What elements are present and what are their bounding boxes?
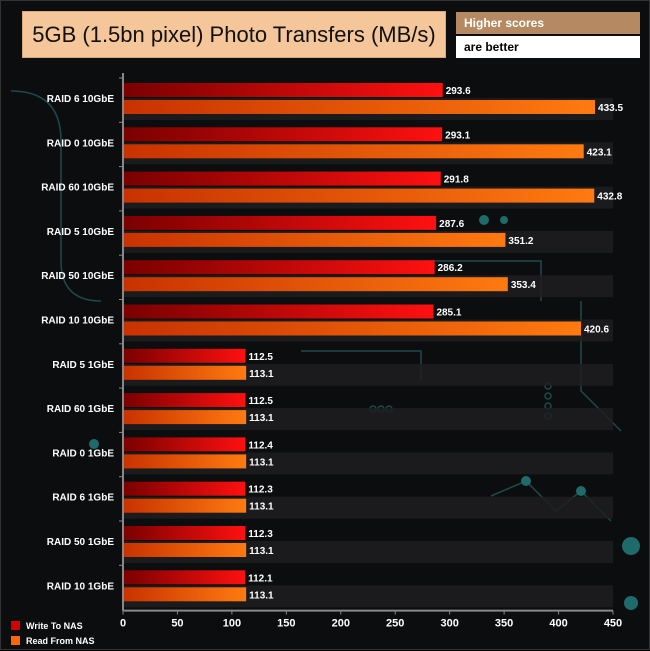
bar-read-raid-6-1gbe	[123, 498, 247, 513]
category-label-raid-5-1gbe: RAID 5 1GbE	[52, 360, 114, 371]
bar-read-raid-50-10gbe	[123, 277, 508, 292]
x-tick-label-200: 200	[332, 618, 350, 630]
bar-write-raid-6-10gbe	[123, 83, 443, 97]
x-tick-label-400: 400	[549, 618, 567, 630]
note-are-better: are better	[456, 36, 640, 58]
bar-read-raid-6-10gbe	[123, 100, 596, 114]
category-label-raid-60-10gbe: RAID 60 10GbE	[41, 183, 114, 194]
x-tick-label-150: 150	[277, 618, 295, 630]
category-label-raid-5-10gbe: RAID 5 10GbE	[47, 227, 115, 238]
bar-write-raid-0-1gbe	[123, 437, 246, 452]
category-label-raid-50-10gbe: RAID 50 10GbE	[41, 271, 114, 282]
category-label-raid-0-1gbe: RAID 0 1GbE	[52, 448, 114, 459]
value-label-read-raid-50-1gbe: 113.1	[249, 546, 274, 557]
value-label-write-raid-50-1gbe: 112.3	[248, 529, 273, 540]
x-tick-label-450: 450	[604, 618, 622, 630]
value-label-read-raid-60-1gbe: 113.1	[249, 413, 274, 424]
value-label-write-raid-5-1gbe: 112.5	[249, 352, 274, 363]
bar-read-raid-0-1gbe	[123, 454, 247, 469]
legend-swatch-write	[11, 621, 20, 630]
bar-write-raid-60-1gbe	[123, 393, 246, 408]
bar-write-raid-60-10gbe	[123, 171, 441, 186]
chart-title: 5GB (1.5bn pixel) Photo Transfers (MB/s)	[32, 21, 436, 47]
x-tick-label-350: 350	[495, 618, 513, 630]
bar-write-raid-50-1gbe	[123, 526, 246, 540]
value-label-write-raid-6-10gbe: 293.6	[446, 86, 471, 97]
value-label-write-raid-10-1gbe: 112.1	[248, 573, 273, 584]
x-tick-label-300: 300	[440, 618, 458, 630]
value-label-read-raid-60-10gbe: 432.8	[597, 192, 622, 203]
value-label-read-raid-0-10gbe: 423.1	[587, 147, 612, 158]
x-tick-label-50: 50	[171, 618, 183, 630]
value-label-read-raid-50-10gbe: 353.4	[511, 280, 536, 291]
x-tick-label-0: 0	[120, 618, 126, 630]
value-label-read-raid-10-10gbe: 420.6	[584, 325, 609, 336]
category-label-raid-6-10gbe: RAID 6 10GbE	[47, 94, 115, 105]
value-label-write-raid-50-10gbe: 286.2	[438, 263, 463, 274]
bar-read-raid-50-1gbe	[123, 543, 247, 557]
value-label-write-raid-0-1gbe: 112.4	[248, 440, 273, 451]
bar-read-raid-5-1gbe	[123, 365, 247, 380]
category-label-raid-60-1gbe: RAID 60 1GbE	[47, 404, 115, 415]
bar-read-raid-60-10gbe	[123, 188, 595, 203]
bar-write-raid-10-1gbe	[123, 570, 246, 585]
bar-read-raid-10-10gbe	[123, 321, 581, 336]
legend-label-write: Write To NAS	[26, 620, 83, 631]
value-label-read-raid-10-1gbe: 113.1	[249, 590, 274, 601]
category-rows: 293.6 433.5 RAID 6 10GbE 293.1 423.1 RAID 0 1…	[41, 83, 623, 608]
circuit-decoration	[10, 90, 640, 610]
legend: Write To NAS Read From NAS	[11, 618, 95, 648]
category-label-raid-6-1gbe: RAID 6 1GbE	[52, 493, 114, 504]
value-label-read-raid-5-10gbe: 351.2	[508, 236, 533, 247]
note-higher-scores: Higher scores	[456, 12, 640, 34]
value-label-read-raid-6-10gbe: 433.5	[598, 103, 623, 114]
value-label-write-raid-0-10gbe: 293.1	[445, 130, 470, 141]
value-label-read-raid-0-1gbe: 113.1	[249, 457, 274, 468]
chart-title-box: 5GB (1.5bn pixel) Photo Transfers (MB/s)	[22, 11, 446, 58]
value-label-write-raid-5-10gbe: 287.6	[439, 219, 464, 230]
category-label-raid-50-1gbe: RAID 50 1GbE	[47, 537, 115, 548]
legend-swatch-read	[11, 636, 20, 645]
value-label-read-raid-5-1gbe: 113.1	[249, 369, 274, 380]
category-label-raid-10-10gbe: RAID 10 10GbE	[41, 316, 114, 327]
bar-write-raid-5-1gbe	[123, 348, 246, 363]
legend-item-write: Write To NAS	[11, 618, 95, 633]
bar-read-raid-60-1gbe	[123, 410, 247, 425]
value-label-write-raid-6-1gbe: 112.3	[248, 485, 273, 496]
x-axis: 0 50 100 150 200 250 300 350 400 450	[119, 73, 622, 630]
value-label-write-raid-60-10gbe: 291.8	[444, 175, 469, 186]
bar-write-raid-5-10gbe	[123, 215, 437, 230]
value-label-write-raid-10-10gbe: 285.1	[436, 308, 461, 319]
bar-read-raid-10-1gbe	[123, 587, 247, 602]
bar-read-raid-5-10gbe	[123, 232, 506, 247]
bar-read-raid-0-10gbe	[123, 144, 584, 159]
category-label-raid-0-10gbe: RAID 0 10GbE	[47, 138, 115, 149]
value-label-write-raid-60-1gbe: 112.5	[249, 396, 274, 407]
bar-write-raid-0-10gbe	[123, 127, 443, 142]
legend-label-read: Read From NAS	[26, 635, 95, 646]
x-tick-label-250: 250	[386, 618, 404, 630]
x-tick-label-100: 100	[223, 618, 241, 630]
value-label-read-raid-6-1gbe: 113.1	[249, 502, 274, 513]
legend-item-read: Read From NAS	[11, 633, 95, 648]
bar-write-raid-6-1gbe	[123, 481, 246, 496]
bar-write-raid-50-10gbe	[123, 260, 435, 275]
bar-write-raid-10-10gbe	[123, 304, 434, 319]
category-label-raid-10-1gbe: RAID 10 1GbE	[47, 581, 115, 592]
